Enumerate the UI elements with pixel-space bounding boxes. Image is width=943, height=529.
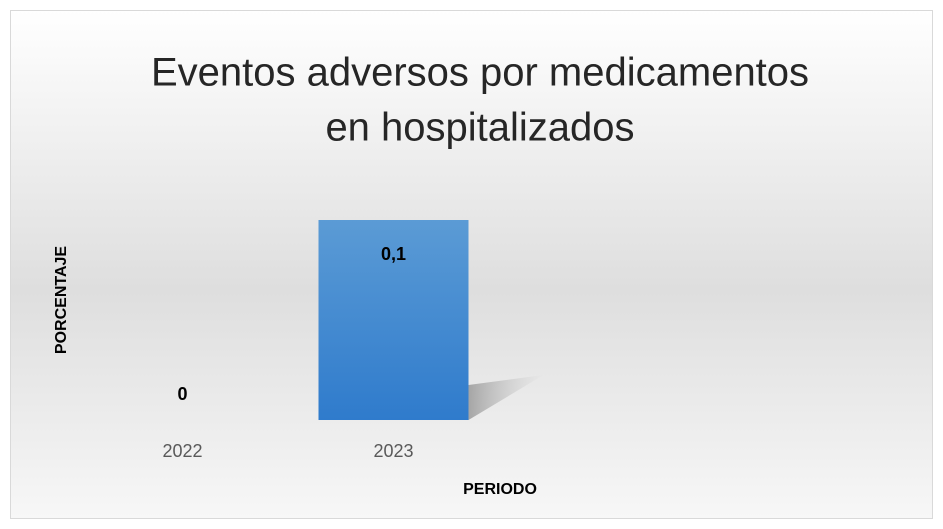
bar [318, 220, 469, 420]
bar-shadow [468, 375, 544, 420]
data-label: 0,1 [381, 244, 406, 264]
x-tick-label: 2022 [162, 441, 202, 461]
chart-title-line-1: Eventos adversos por medicamentos [151, 51, 809, 95]
chart-area [10, 10, 933, 519]
x-axis-label: PERIODO [463, 481, 537, 498]
chart-title-line-2: en hospitalizados [325, 106, 634, 150]
x-tick-label: 2023 [373, 441, 413, 461]
y-axis-label: PORCENTAJE [53, 246, 70, 354]
data-label: 0 [177, 384, 187, 404]
